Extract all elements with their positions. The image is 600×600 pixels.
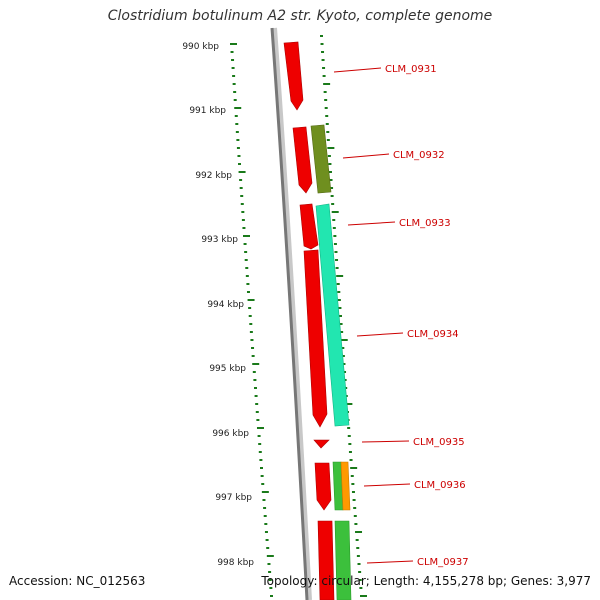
- scale-tick-label: 990 kbp: [182, 42, 219, 52]
- gene-label-leader: [366, 560, 414, 564]
- gene-label: CLM_0935: [413, 437, 465, 448]
- accession-text: Accession: NC_012563: [9, 574, 146, 588]
- gene-labels: CLM_0931 CLM_0932 CLM_0933 CLM_0934 CLM_0935…: [333, 64, 469, 568]
- gene-label: CLM_0934: [407, 329, 459, 340]
- inner-scale-ticks: [230, 43, 274, 597]
- gene-label-leader: [347, 221, 396, 226]
- gene-label: CLM_0931: [385, 64, 437, 75]
- scale-tick-labels: 990 kbp 991 kbp 992 kbp 993 kbp 994 kbp 995 k…: [182, 42, 254, 568]
- gene-feature-clm-0937: [317, 520, 335, 600]
- gene-label-leader: [342, 153, 390, 159]
- topology-summary: Topology: circular; Length: 4,155,278 bp…: [261, 574, 591, 588]
- gene-feature-clm-0932: [292, 126, 313, 194]
- gene-label-leader: [356, 332, 404, 337]
- gene-label-leader: [361, 440, 410, 443]
- map-title: Clostridium botulinum A2 str. Kyoto, com…: [107, 8, 493, 24]
- gene-features: [283, 41, 352, 600]
- gene-feature-clm-0935: [313, 439, 330, 449]
- scale-tick-label: 995 kbp: [209, 364, 246, 374]
- gene-label-leader: [333, 67, 382, 73]
- scale-tick-label: 997 kbp: [215, 493, 252, 503]
- genome-backbone: [270, 27, 309, 600]
- gene-feature-clm-0932-olive: [310, 124, 332, 194]
- scale-tick-label: 994 kbp: [207, 300, 244, 310]
- backbone-shadow: [271, 27, 312, 600]
- gene-label: CLM_0937: [417, 557, 469, 568]
- gene-feature-clm-0933: [299, 203, 319, 250]
- scale-tick-label: 993 kbp: [201, 235, 238, 245]
- gene-label-leader: [363, 483, 411, 487]
- scale-tick-label: 996 kbp: [212, 429, 249, 439]
- gene-feature-clm-0931: [283, 41, 304, 111]
- gene-feature-clm-0934-teal: [315, 203, 350, 427]
- gene-feature-clm-0937-green: [334, 520, 352, 600]
- scale-tick-label: 998 kbp: [217, 558, 254, 568]
- gene-feature-clm-0936: [314, 462, 332, 511]
- gene-feature-clm-0936-orange: [340, 461, 351, 511]
- scale-tick-label: 991 kbp: [189, 106, 226, 116]
- gene-feature-clm-0934: [303, 249, 328, 428]
- scale-tick-label: 992 kbp: [195, 171, 232, 181]
- gene-label: CLM_0936: [414, 480, 466, 491]
- gene-label: CLM_0933: [399, 218, 451, 229]
- gene-label: CLM_0932: [393, 150, 445, 161]
